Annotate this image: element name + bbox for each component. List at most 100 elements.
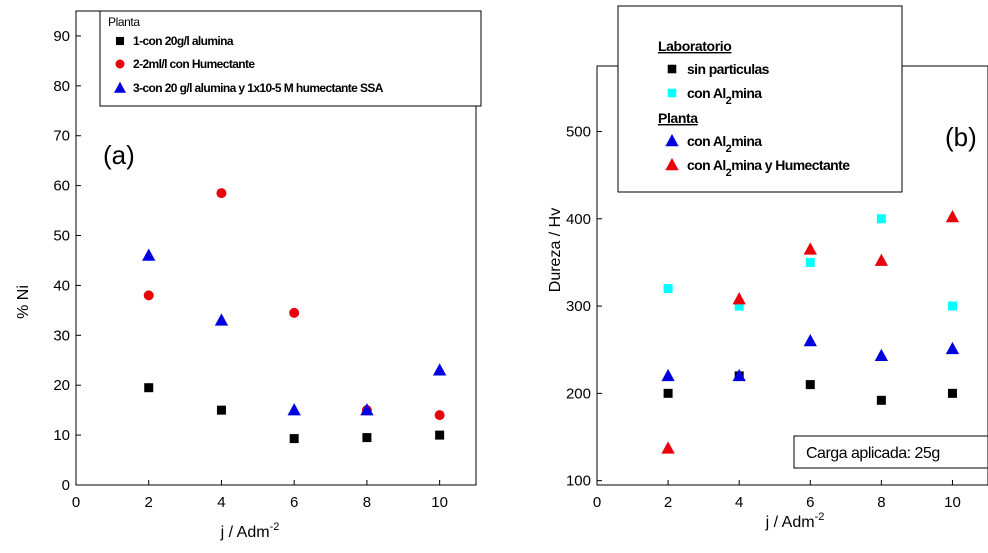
y-tick-label-b: 200 (566, 385, 591, 402)
legend-box-b (617, 5, 903, 193)
x-tick-label-a: 8 (363, 494, 371, 511)
data-point-a-series2 (434, 410, 445, 421)
x-tick-label-b: 2 (664, 494, 672, 511)
data-point-b-series1 (805, 380, 815, 390)
legend-a-marker-2 (115, 59, 125, 69)
data-point-b-series3 (732, 368, 746, 382)
data-point-b-series4 (732, 292, 746, 305)
legend-a-label-1: 1-con 20g/l alumina (133, 34, 234, 48)
y-tick-label-a: 50 (53, 228, 70, 245)
annotation-box (793, 435, 988, 469)
legend-b-label-2: con Al2mina (687, 85, 762, 107)
y-axis-label-b: Dureza / Hv (547, 208, 564, 292)
y-tick-label-b: 500 (566, 123, 591, 140)
y-tick-label-a: 10 (53, 427, 70, 444)
chart-panel-a: 0 2 4 6 8 10 0 10 20 30 40 50 60 70 80 90 Planta 1-con … (15, 10, 482, 541)
x-tick-label-a: 0 (72, 494, 80, 511)
legend-a: Planta 1-con 20g/l alumina 2-2ml/l con Hu… (99, 10, 482, 107)
data-point-a-series3 (214, 313, 229, 326)
x-axis-label-b-sup: -2 (815, 511, 825, 523)
x-tick-label-b: 10 (944, 494, 961, 511)
data-point-a-series1 (144, 383, 154, 393)
data-point-b-series4 (661, 441, 675, 454)
y-tick-label-a: 60 (53, 178, 70, 195)
legend-b-label-1: sin particulas (687, 61, 770, 77)
data-point-b-series2 (734, 301, 744, 311)
data-point-b-series4 (945, 210, 960, 223)
y-tick-label-a: 0 (62, 477, 70, 494)
data-point-b-series3 (874, 348, 889, 362)
data-point-a-series1 (362, 433, 372, 443)
data-point-a-series3 (432, 363, 447, 376)
x-tick-label-a: 10 (431, 494, 448, 511)
data-point-b-series2 (663, 284, 673, 294)
axis-ticks-a: 0 2 4 6 8 10 0 10 20 30 40 50 60 70 80 90 (53, 28, 448, 511)
x-tick-label-b: 0 (593, 494, 601, 511)
data-point-b-series4 (874, 253, 889, 266)
legend-b-marker-3 (665, 134, 679, 147)
x-tick-label-a: 2 (145, 494, 153, 511)
data-point-b-series1 (947, 388, 957, 398)
x-axis-label-a-sup: -2 (270, 521, 280, 533)
y-tick-label-a: 80 (53, 78, 70, 95)
legend-b-marker-4 (665, 158, 679, 171)
legend-a-marker-3 (114, 81, 126, 93)
x-tick-label-a: 6 (290, 494, 298, 511)
data-point-a-series1 (289, 434, 299, 444)
x-axis-label-b: j / Adm-2 (765, 511, 825, 531)
data-point-b-series3 (803, 333, 817, 347)
panel-label-b: (b) (945, 122, 977, 152)
x-tick-label-b: 8 (877, 494, 885, 511)
data-point-a-series2 (143, 290, 154, 301)
data-marks-a (142, 188, 447, 444)
legend-box-a (99, 10, 482, 107)
legend-b-marker-1 (667, 64, 677, 74)
y-tick-label-a: 70 (53, 128, 70, 145)
legend-b-label-3: con Al2mina (687, 133, 762, 155)
y-tick-label-a: 40 (53, 277, 70, 294)
y-tick-label-b: 100 (566, 473, 591, 490)
legend-a-marker-1 (115, 36, 125, 46)
legend-a-label-3: 3-con 20 g/l alumina y 1x10-5 M humectan… (133, 81, 384, 95)
data-point-a-series3 (360, 403, 374, 416)
legend-b-label-4: con Al2mina y Humectante (687, 157, 850, 179)
data-point-b-series3 (945, 341, 960, 355)
x-axis-label-a: j / Adm-2 (220, 521, 280, 541)
x-tick-label-b: 6 (806, 494, 814, 511)
annotation-carga: Carga aplicada: 25g (793, 435, 988, 469)
axis-ticks-b: 0 2 4 6 8 10 100 200 300 400 500 (566, 123, 961, 511)
y-tick-label-a: 20 (53, 377, 70, 394)
data-point-b-series1 (876, 395, 886, 405)
x-axis-label-a-text: j / Adm (220, 524, 270, 541)
data-point-b-series2 (876, 214, 886, 224)
legend-a-label-2: 2-2ml/l con Humectante (133, 57, 255, 71)
y-tick-label-a: 90 (53, 28, 70, 45)
data-marks-b (661, 210, 960, 454)
data-point-a-series2 (289, 307, 300, 318)
data-point-b-series2 (805, 257, 815, 267)
x-tick-label-b: 4 (735, 494, 743, 511)
data-point-a-series1 (216, 405, 226, 415)
data-point-a-series3 (287, 403, 301, 416)
legend-b-marker-2 (667, 88, 677, 98)
y-tick-label-b: 300 (566, 298, 591, 315)
x-tick-label-a: 4 (217, 494, 225, 511)
legend-b-group-title-1: Laboratorio (658, 38, 731, 54)
chart-panel-b: 0 2 4 6 8 10 100 200 300 400 500 Laboratorio sin pa… (547, 5, 988, 531)
legend-b-group-title-2: Planta (658, 110, 698, 126)
legend-title-a: Planta (108, 15, 140, 29)
data-point-a-series2 (216, 188, 227, 199)
data-point-a-series1 (435, 430, 445, 440)
y-tick-label-a: 30 (53, 327, 70, 344)
x-axis-label-b-text: j / Adm (765, 514, 815, 531)
data-point-b-series4 (803, 242, 817, 255)
legend-b: Laboratorio sin particulas con Al2mina Plan… (617, 5, 903, 193)
data-point-b-series3 (661, 368, 675, 382)
annotation-text: Carga aplicada: 25g (806, 445, 940, 462)
data-point-a-series3 (142, 248, 156, 261)
panel-label-a: (a) (103, 140, 135, 170)
data-point-b-series1 (663, 388, 673, 398)
y-axis-label-a: % Ni (15, 285, 32, 319)
data-point-b-series2 (947, 301, 957, 311)
